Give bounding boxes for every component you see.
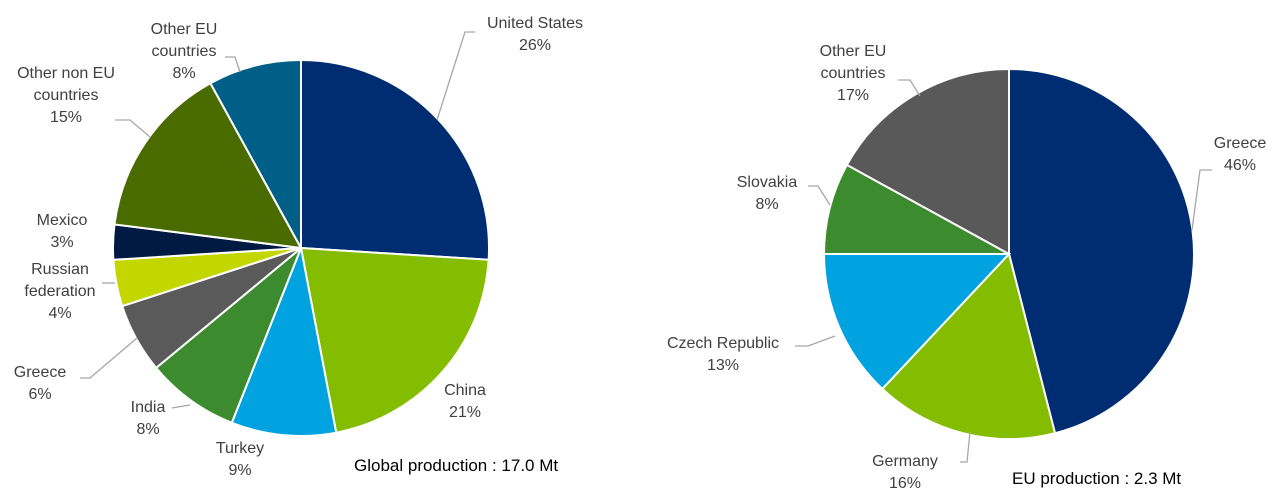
category-label: Czech Republic: [666, 335, 780, 352]
slice-label: China 21%: [425, 380, 505, 424]
slice-label: Other EU countries 17%: [808, 41, 898, 107]
category-label: Other EU countries: [819, 43, 887, 82]
leader-line: [1191, 169, 1212, 231]
category-label: Turkey: [215, 440, 265, 457]
value-label: 9%: [228, 462, 252, 479]
pie-slice: [230, 244, 338, 437]
category-label: Greece: [1213, 135, 1267, 152]
pie-slice: [154, 247, 302, 425]
pie-slice: [822, 253, 1012, 391]
slice-label: Greece 46%: [1200, 133, 1277, 177]
slice-label: Greece 6%: [5, 362, 75, 406]
slice-label: Mexico 3%: [22, 210, 102, 254]
value-label: 13%: [706, 357, 740, 374]
pie-slice: [845, 67, 1010, 256]
category-label: China: [444, 382, 486, 399]
annotation: EU production : 2.3 Mt: [1012, 469, 1182, 488]
leader-line: [436, 31, 475, 121]
slice-label: Czech Republic 13%: [643, 333, 803, 377]
leader-line: [171, 404, 191, 409]
category-label: Greece: [13, 364, 67, 381]
leader-line: [115, 119, 151, 138]
value-label: 6%: [28, 386, 52, 403]
slice-label: Russian federation 4%: [13, 259, 108, 325]
value-label: 46%: [1223, 157, 1257, 174]
leader-line: [960, 431, 971, 463]
leader-line: [795, 335, 836, 347]
leader-line: [225, 56, 241, 73]
category-label: Mexico: [36, 212, 88, 229]
slice-label: United States 26%: [455, 13, 615, 57]
slice-label: India 8%: [113, 397, 183, 441]
category-label: Other EU countries: [150, 21, 218, 60]
pie-slice: [113, 81, 303, 250]
leader-line: [80, 337, 138, 379]
category-label: United States: [486, 15, 584, 32]
slice-label: Germany 16%: [860, 451, 950, 495]
value-label: 8%: [172, 65, 196, 82]
leader-line: [898, 79, 921, 97]
value-label: 4%: [48, 305, 72, 322]
value-label: 21%: [448, 404, 482, 421]
slice-label: Other non EU countries 15%: [6, 63, 126, 129]
category-label: Germany: [872, 453, 938, 470]
value-label: 26%: [518, 37, 552, 54]
value-label: 15%: [49, 109, 83, 126]
pie-slice: [300, 58, 490, 261]
pie-slice: [1008, 67, 1195, 435]
annotation: Global production : 17.0 Mt: [354, 456, 559, 475]
pie-slice: [209, 58, 302, 249]
category-label: Slovakia: [736, 174, 798, 191]
category-label: Other non EU countries: [17, 65, 115, 104]
value-label: 16%: [888, 475, 922, 492]
pie-slice: [822, 163, 1010, 255]
value-label: 8%: [755, 196, 779, 213]
pie-slice: [299, 246, 490, 434]
slice-label: Turkey 9%: [200, 438, 280, 482]
slice-label: Slovakia 8%: [722, 172, 812, 216]
value-label: 8%: [136, 421, 160, 438]
slice-label: Other EU countries 8%: [139, 19, 229, 85]
pie-slice: [880, 251, 1057, 440]
category-label: Russian federation: [24, 261, 96, 300]
value-label: 3%: [50, 234, 74, 251]
leader-line: [808, 185, 831, 206]
value-label: 17%: [836, 87, 870, 104]
category-label: India: [130, 399, 166, 416]
